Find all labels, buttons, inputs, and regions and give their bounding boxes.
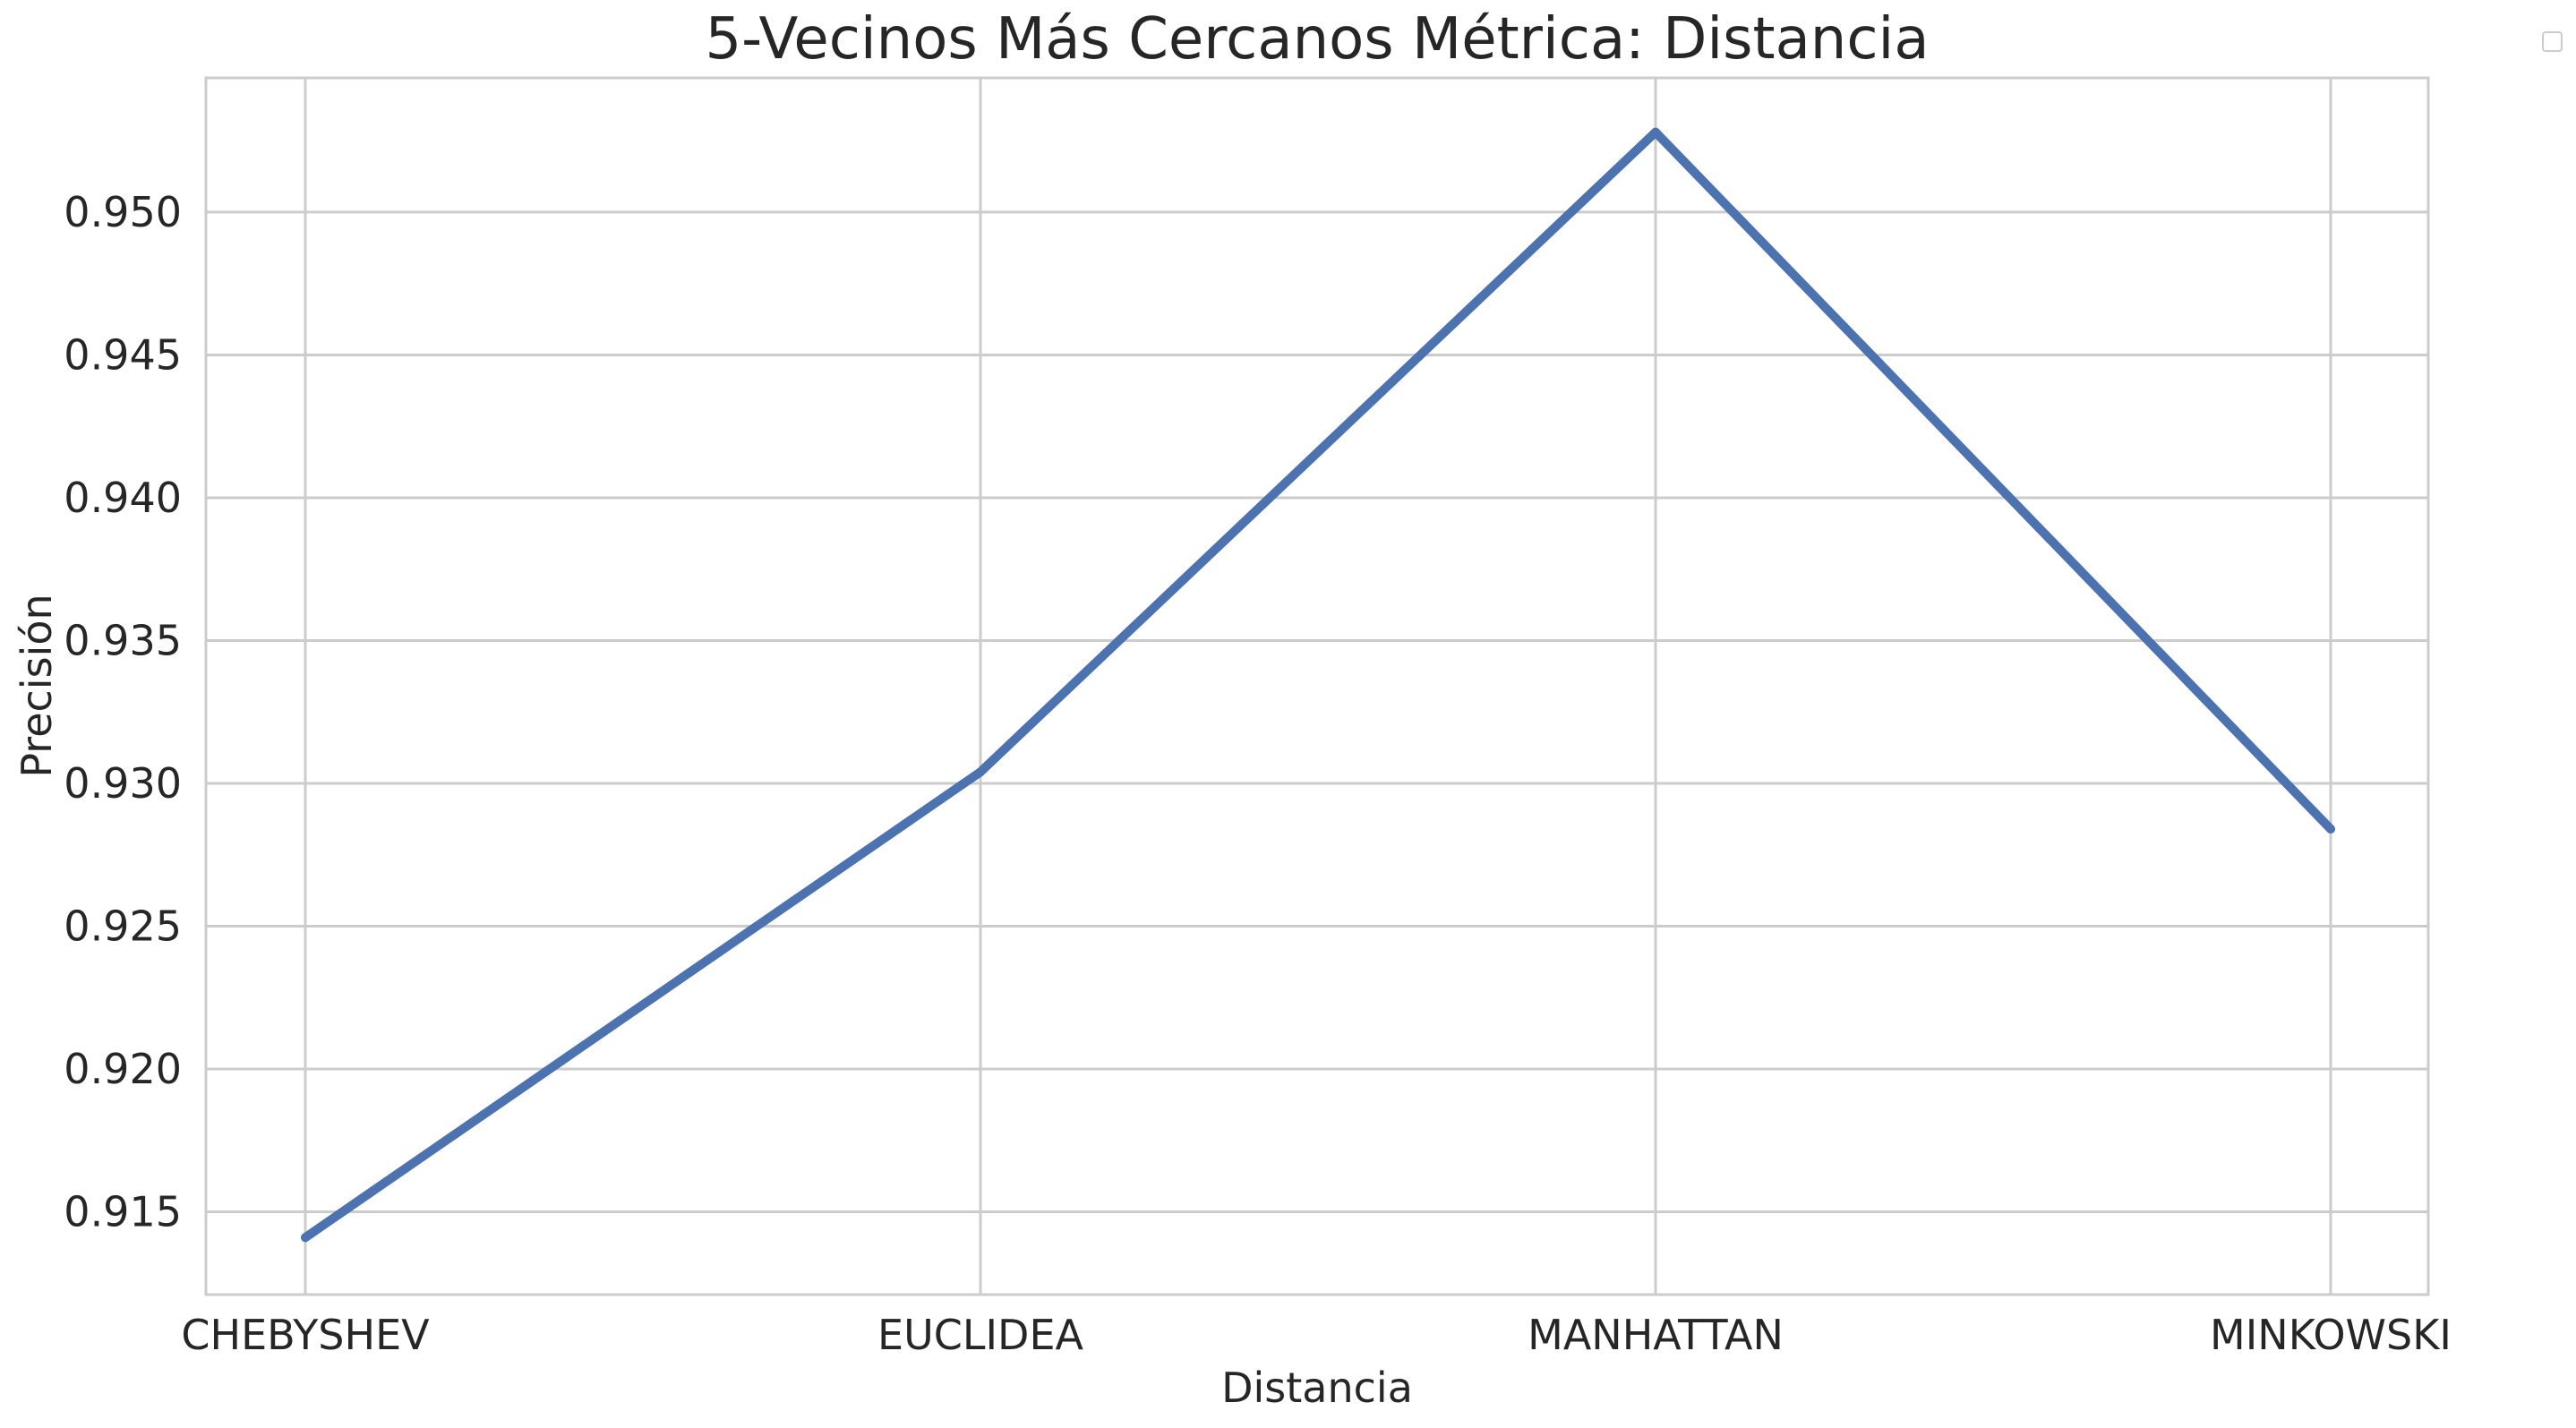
x-tick-label: MANHATTAN [1528,1311,1784,1359]
y-axis-label: Precisión [13,594,61,777]
series-layer [301,127,2335,1243]
y-tick-label: 0.935 [64,616,182,664]
y-tick-label: 0.920 [64,1045,182,1093]
data-point [976,767,985,777]
y-tick-label: 0.950 [64,188,182,236]
chart-title: 5-Vecinos Más Cercanos Métrica: Distanci… [705,6,1929,73]
plot-frame [204,76,2430,1296]
y-tick-label: 0.925 [64,902,182,950]
y-tick-label: 0.945 [64,330,182,379]
y-tick-label: 0.930 [64,759,182,808]
data-point [2326,825,2335,834]
data-point [1651,127,1660,137]
x-tick-label: EUCLIDEA [877,1311,1084,1359]
x-tick-label: CHEBYSHEV [181,1311,430,1359]
y-tick-label: 0.915 [64,1187,182,1236]
grid [206,78,2428,1295]
y-axis-ticks: 0.915 0.920 0.925 0.930 0.935 0.940 0.945 0.950 [64,188,182,1236]
series-line [301,127,2335,1243]
y-tick-label: 0.940 [64,474,182,522]
data-point [301,1233,310,1243]
x-axis-label: Distancia [1221,1364,1413,1412]
x-tick-label: MINKOWSKI [2210,1311,2452,1359]
x-axis-ticks: CHEBYSHEV EUCLIDEA MANHATTAN MINKOWSKI [181,1311,2452,1359]
legend-box [2542,31,2563,52]
